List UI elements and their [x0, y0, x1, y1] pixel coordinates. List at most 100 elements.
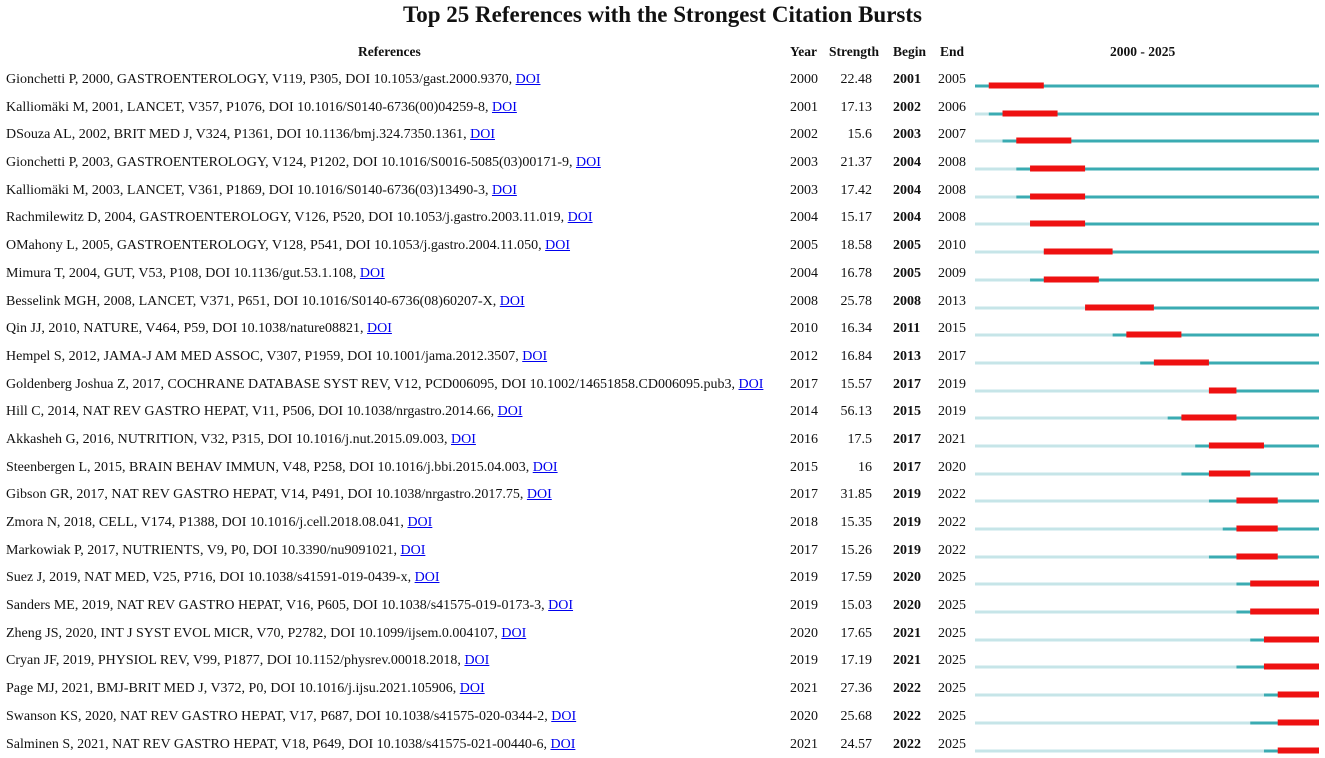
doi-link[interactable]: DOI [522, 349, 547, 364]
year-cell: 2019 [790, 598, 818, 614]
end-cell: 2025 [938, 570, 966, 586]
header-year-range: 2000 - 2025 [1110, 44, 1175, 60]
burst-timeline [975, 208, 1319, 228]
strength-cell: 24.57 [826, 737, 872, 753]
table-row: Goldenberg Joshua Z, 2017, COCHRANE DATA… [0, 371, 1325, 399]
doi-link[interactable]: DOI [464, 653, 489, 668]
reference-cell: Page MJ, 2021, BMJ-BRIT MED J, V372, P0,… [6, 681, 485, 697]
doi-link[interactable]: DOI [551, 709, 576, 724]
doi-link[interactable]: DOI [367, 321, 392, 336]
doi-link[interactable]: DOI [451, 432, 476, 447]
burst-timeline [975, 679, 1319, 699]
year-cell: 2017 [790, 543, 818, 559]
burst-bar [1030, 193, 1085, 199]
doi-link[interactable]: DOI [527, 487, 552, 502]
doi-link[interactable]: DOI [492, 100, 517, 115]
strength-cell: 27.36 [826, 681, 872, 697]
doi-link[interactable]: DOI [498, 404, 523, 419]
burst-timeline [975, 319, 1319, 339]
burst-bar [1278, 719, 1319, 725]
burst-bar [1030, 221, 1085, 227]
year-cell: 2020 [790, 626, 818, 642]
doi-link[interactable]: DOI [739, 377, 764, 392]
end-cell: 2019 [938, 377, 966, 393]
reference-cell: Zheng JS, 2020, INT J SYST EVOL MICR, V7… [6, 626, 526, 642]
doi-link[interactable]: DOI [407, 515, 432, 530]
year-cell: 2020 [790, 709, 818, 725]
begin-cell: 2019 [893, 515, 921, 531]
table-row: Page MJ, 2021, BMJ-BRIT MED J, V372, P0,… [0, 675, 1325, 703]
end-cell: 2017 [938, 349, 966, 365]
doi-link[interactable]: DOI [550, 737, 575, 752]
doi-link[interactable]: DOI [568, 210, 593, 225]
reference-text: Mimura T, 2004, GUT, V53, P108, DOI 10.1… [6, 266, 360, 281]
reference-cell: Suez J, 2019, NAT MED, V25, P716, DOI 10… [6, 570, 439, 586]
end-cell: 2025 [938, 709, 966, 725]
doi-link[interactable]: DOI [360, 266, 385, 281]
doi-link[interactable]: DOI [492, 183, 517, 198]
end-cell: 2007 [938, 127, 966, 143]
strength-cell: 17.65 [826, 626, 872, 642]
burst-bar [1278, 747, 1319, 753]
burst-bar [1154, 359, 1209, 365]
burst-bar [1209, 470, 1250, 476]
reference-cell: Sanders ME, 2019, NAT REV GASTRO HEPAT, … [6, 598, 573, 614]
chart-title: Top 25 References with the Strongest Cit… [0, 2, 1325, 28]
burst-timeline [975, 541, 1319, 561]
burst-bar [1044, 249, 1113, 255]
table-row: Besselink MGH, 2008, LANCET, V371, P651,… [0, 288, 1325, 316]
doi-link[interactable]: DOI [400, 543, 425, 558]
doi-link[interactable]: DOI [516, 72, 541, 87]
strength-cell: 15.03 [826, 598, 872, 614]
begin-cell: 2022 [893, 737, 921, 753]
burst-bar [1003, 110, 1058, 116]
doi-link[interactable]: DOI [500, 294, 525, 309]
end-cell: 2022 [938, 543, 966, 559]
strength-cell: 15.57 [826, 377, 872, 393]
burst-timeline [975, 236, 1319, 256]
table-row: Markowiak P, 2017, NUTRIENTS, V9, P0, DO… [0, 537, 1325, 565]
end-cell: 2022 [938, 487, 966, 503]
doi-link[interactable]: DOI [501, 626, 526, 641]
reference-text: Hempel S, 2012, JAMA-J AM MED ASSOC, V30… [6, 349, 522, 364]
burst-timeline [975, 70, 1319, 90]
year-cell: 2019 [790, 570, 818, 586]
table-row: Steenbergen L, 2015, BRAIN BEHAV IMMUN, … [0, 454, 1325, 482]
begin-cell: 2021 [893, 626, 921, 642]
end-cell: 2021 [938, 432, 966, 448]
doi-link[interactable]: DOI [548, 598, 573, 613]
year-cell: 2019 [790, 653, 818, 669]
table-row: Zheng JS, 2020, INT J SYST EVOL MICR, V7… [0, 620, 1325, 648]
doi-link[interactable]: DOI [576, 155, 601, 170]
end-cell: 2019 [938, 404, 966, 420]
strength-cell: 17.59 [826, 570, 872, 586]
end-cell: 2025 [938, 737, 966, 753]
begin-cell: 2013 [893, 349, 921, 365]
burst-timeline [975, 485, 1319, 505]
header-references: References [358, 44, 421, 60]
year-cell: 2004 [790, 210, 818, 226]
burst-bar [1209, 387, 1237, 393]
end-cell: 2008 [938, 210, 966, 226]
strength-cell: 25.68 [826, 709, 872, 725]
year-cell: 2021 [790, 737, 818, 753]
table-row: Qin JJ, 2010, NATURE, V464, P59, DOI 10.… [0, 315, 1325, 343]
doi-link[interactable]: DOI [533, 460, 558, 475]
begin-cell: 2019 [893, 543, 921, 559]
reference-cell: Kalliomäki M, 2003, LANCET, V361, P1869,… [6, 183, 517, 199]
reference-text: Qin JJ, 2010, NATURE, V464, P59, DOI 10.… [6, 321, 367, 336]
doi-link[interactable]: DOI [460, 681, 485, 696]
strength-cell: 15.35 [826, 515, 872, 531]
burst-bar [1126, 332, 1181, 338]
begin-cell: 2005 [893, 266, 921, 282]
end-cell: 2020 [938, 460, 966, 476]
strength-cell: 16 [826, 460, 872, 476]
year-cell: 2002 [790, 127, 818, 143]
doi-link[interactable]: DOI [470, 127, 495, 142]
end-cell: 2009 [938, 266, 966, 282]
table-row: OMahony L, 2005, GASTROENTEROLOGY, V128,… [0, 232, 1325, 260]
doi-link[interactable]: DOI [415, 570, 440, 585]
reference-cell: Swanson KS, 2020, NAT REV GASTRO HEPAT, … [6, 709, 576, 725]
begin-cell: 2017 [893, 377, 921, 393]
doi-link[interactable]: DOI [545, 238, 570, 253]
